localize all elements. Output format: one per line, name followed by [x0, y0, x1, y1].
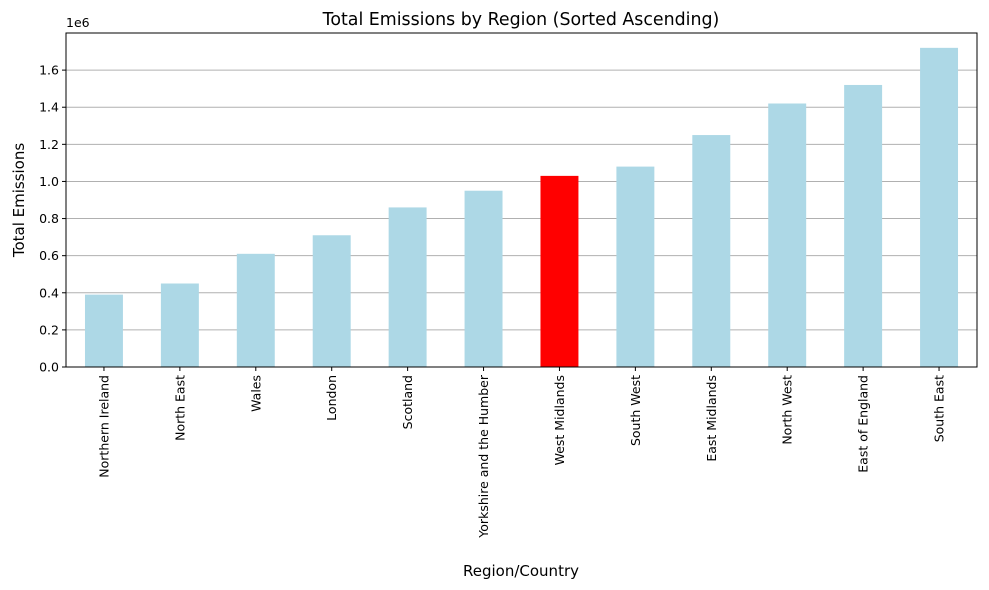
grid-lines — [66, 69, 977, 331]
bar-south-east — [920, 47, 959, 367]
bar-west-midlands — [540, 175, 579, 367]
y-tick-label: 0.8 — [39, 211, 59, 226]
x-tick-label: Northern Ireland — [96, 375, 111, 478]
bar-north-east — [160, 283, 199, 367]
y-tick-label: 1.0 — [39, 174, 59, 189]
x-tick-label: North East — [172, 375, 187, 441]
chart-title: Total Emissions by Region (Sorted Ascend… — [322, 10, 720, 30]
x-axis-title: Region/Country — [463, 562, 579, 580]
bar-scotland — [388, 207, 427, 367]
y-tick-label: 0.4 — [39, 285, 59, 300]
y-axis-ticks: 0.0 0.2 0.4 0.6 0.8 1.0 1.2 1.4 1.6 — [39, 63, 66, 375]
y-axis-scale-label: 1e6 — [66, 15, 90, 30]
y-tick-label: 1.2 — [39, 137, 59, 152]
x-tick-label: Scotland — [400, 375, 415, 429]
x-tick-label: Wales — [248, 375, 263, 412]
bar-northern-ireland — [84, 294, 123, 367]
y-axis-title: Total Emissions — [10, 143, 28, 259]
bars — [84, 47, 959, 367]
bar-north-west — [768, 103, 807, 367]
x-tick-label: East of England — [856, 375, 871, 473]
bar-wales — [236, 253, 275, 367]
bar-east-midlands — [692, 135, 731, 367]
bar-south-west — [616, 166, 655, 367]
x-tick-label: London — [324, 375, 339, 421]
x-tick-label: South West — [628, 375, 643, 446]
x-tick-label: North West — [780, 375, 795, 445]
x-tick-label: Yorkshire and the Humber — [476, 374, 491, 539]
y-tick-label: 1.6 — [39, 63, 59, 78]
y-tick-label: 0.6 — [39, 248, 59, 263]
bar-yorkshire-and-the-humber — [464, 190, 503, 367]
y-tick-label: 1.4 — [39, 100, 59, 115]
y-tick-label: 0.2 — [39, 322, 59, 337]
x-tick-label: West Midlands — [552, 375, 567, 465]
bar-east-of-england — [844, 84, 883, 367]
plot-area-frame — [65, 32, 978, 368]
x-axis-ticks: Northern Ireland North East Wales London Sco… — [96, 367, 947, 539]
x-tick-label: East Midlands — [704, 375, 719, 462]
bar-london — [312, 235, 351, 367]
x-tick-label: South East — [932, 375, 947, 442]
y-tick-label: 0.0 — [39, 360, 59, 375]
